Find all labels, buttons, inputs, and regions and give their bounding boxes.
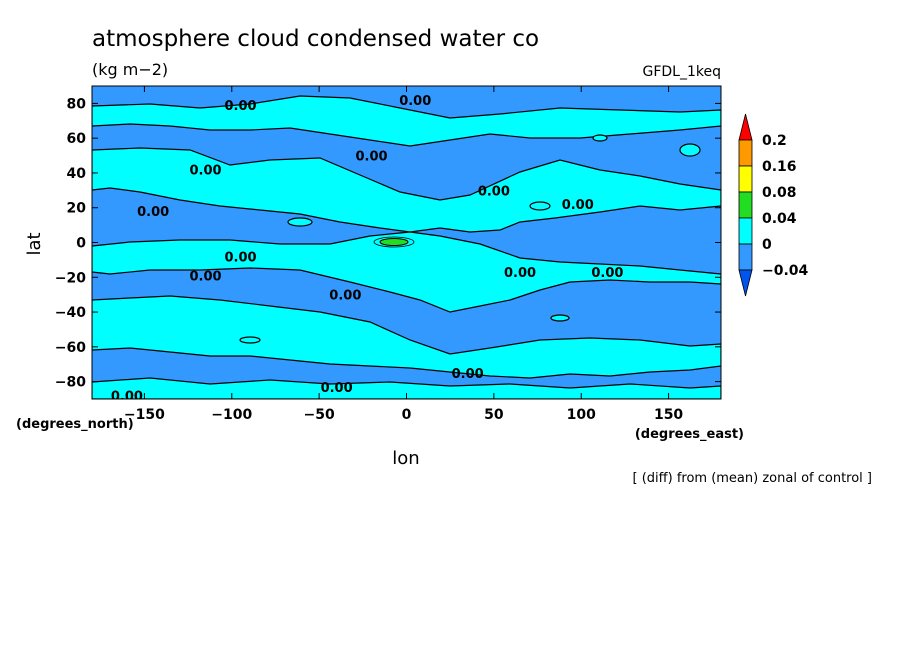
contour-label: 0.00 <box>224 250 256 265</box>
x-tick-label: −50 <box>304 407 335 423</box>
contour-label: 0.00 <box>591 266 623 281</box>
colorbar-swatch <box>738 217 753 245</box>
chart-title: atmosphere cloud condensed water co <box>92 26 539 52</box>
contour-label: 0.00 <box>562 198 594 213</box>
y-axis: −80 −60 −40 −20 0 20 40 60 80 <box>55 96 721 391</box>
colorbar-arrow-top <box>738 113 753 141</box>
x-axis-label: lon <box>392 448 419 469</box>
colorbar-label: 0.16 <box>762 159 797 175</box>
y-axis-label: lat <box>24 232 45 255</box>
contour-label: 0.00 <box>356 150 388 165</box>
contour-label: 0.00 <box>329 289 361 304</box>
contour-label: 0.00 <box>137 205 169 220</box>
colorbar-swatch <box>738 165 753 193</box>
contour-label: 0.00 <box>504 266 536 281</box>
chart-units: (kg m−2) <box>92 60 168 79</box>
contour-label: 0.00 <box>478 184 510 199</box>
colorbar-label: 0.08 <box>762 185 797 201</box>
x-tick-label: 0 <box>402 407 412 423</box>
x-tick-label: −150 <box>124 407 165 423</box>
x-tick-label: 150 <box>654 407 683 423</box>
plot-area: 0.00 0.000.000.000.000.000.000.000.000.00… <box>92 86 721 405</box>
colorbar-label: 0.04 <box>762 211 797 227</box>
x-units-label: (degrees_east) <box>635 427 744 442</box>
colorbar-arrow-bottom <box>738 269 753 297</box>
contour-label: 0.00 <box>399 94 431 109</box>
x-tick-label: 50 <box>484 407 504 423</box>
colorbar-label: 0 <box>762 237 772 253</box>
footnote: [ (diff) from (mean) zonal of control ] <box>633 471 872 486</box>
y-tick-label: 40 <box>67 166 87 182</box>
model-name: GFDL_1keq <box>643 64 722 80</box>
contour-ring <box>373 236 415 248</box>
green-anomaly <box>379 238 409 246</box>
colorbar-swatch <box>738 243 753 271</box>
y-tick-label: −60 <box>55 340 86 356</box>
colorbar-label: −0.04 <box>762 263 809 279</box>
contour-label: 0.00 <box>190 270 222 285</box>
colorbar: 0.2 0.16 0.08 0.04 0 −0.04 <box>738 113 809 297</box>
contour-label: 0.00 <box>224 99 256 114</box>
contour-labels: 0.00 0.000.000.000.000.000.000.000.000.00… <box>111 94 624 405</box>
colorbar-swatch <box>738 139 753 167</box>
contour-label: 0.00 <box>321 381 353 396</box>
cyan-regions <box>92 95 721 399</box>
y-tick-label: 20 <box>67 201 87 217</box>
y-units-label: (degrees_north) <box>16 417 134 432</box>
y-tick-label: −80 <box>55 375 86 391</box>
colorbar-swatch <box>738 191 753 219</box>
colorbar-label: 0.2 <box>762 133 787 149</box>
y-tick-label: 80 <box>67 96 87 112</box>
y-tick-label: −40 <box>55 305 86 321</box>
y-tick-label: 0 <box>76 236 86 252</box>
contour-label: 0.00 <box>111 390 143 405</box>
x-tick-label: 100 <box>567 407 596 423</box>
x-tick-label: −100 <box>211 407 252 423</box>
contour-label: 0.00 <box>190 163 222 178</box>
contour-label: 0.00 <box>452 367 484 382</box>
x-axis: −150 −100 −50 0 50 100 150 <box>124 86 683 423</box>
y-tick-label: 60 <box>67 131 87 147</box>
y-tick-label: −20 <box>55 270 86 286</box>
